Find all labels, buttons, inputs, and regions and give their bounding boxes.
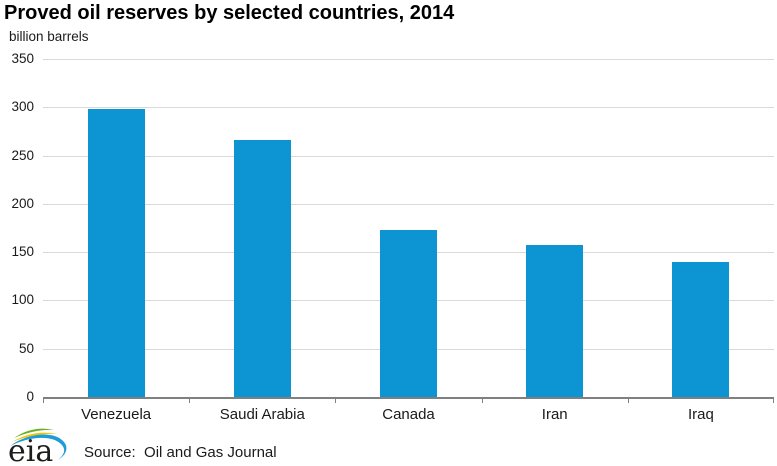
gridline-300 — [43, 107, 774, 109]
x-axis-tick — [628, 399, 629, 403]
y-tick-label-0: 0 — [26, 389, 34, 404]
eia-logo: eia — [8, 428, 67, 465]
chart-title: Proved oil reserves by selected countrie… — [4, 2, 455, 24]
eia-logo-text: eia — [8, 434, 53, 465]
gridline-350 — [43, 59, 774, 60]
eia-logo-yellow-swoosh — [12, 432, 57, 442]
source-label: Source: Oil and Gas Journal — [84, 444, 277, 461]
bar-saudi-arabia — [233, 140, 291, 397]
y-tick-label-300: 300 — [11, 99, 34, 115]
bar-iraq — [672, 261, 730, 397]
bar-canada — [380, 229, 437, 397]
y-tick-label-350: 350 — [11, 51, 34, 66]
y-tick-label-150: 150 — [11, 244, 34, 260]
y-tick-label-200: 200 — [11, 195, 34, 211]
x-axis-labels: Venezuela Saudi Arabia Canada Iran Iraq — [43, 406, 774, 426]
y-tick-label-50: 50 — [18, 340, 34, 356]
gridline-200 — [43, 203, 774, 205]
y-tick-label-250: 250 — [11, 147, 34, 163]
gridline-250 — [43, 155, 774, 157]
x-label-canada: Canada — [382, 406, 435, 423]
x-axis-tick — [43, 399, 44, 403]
plot-area — [43, 59, 774, 403]
x-label-venezuela: Venezuela — [81, 406, 152, 423]
bar-venezuela — [87, 109, 145, 397]
y-axis-units-label: billion barrels — [9, 29, 89, 44]
x-label-iraq: Iraq — [687, 406, 714, 423]
x-axis-tick — [335, 399, 336, 403]
x-label-saudi-arabia: Saudi Arabia — [219, 406, 305, 423]
x-label-iran: Iran — [541, 406, 568, 423]
bar-iran — [526, 245, 584, 397]
y-tick-label-100: 100 — [11, 292, 34, 308]
x-axis-tick — [189, 399, 190, 403]
eia-logo-blue-swoosh — [10, 434, 67, 460]
eia-logo-green-swoosh — [14, 428, 54, 438]
x-axis-tick — [482, 399, 483, 403]
x-axis-tick — [773, 399, 774, 403]
